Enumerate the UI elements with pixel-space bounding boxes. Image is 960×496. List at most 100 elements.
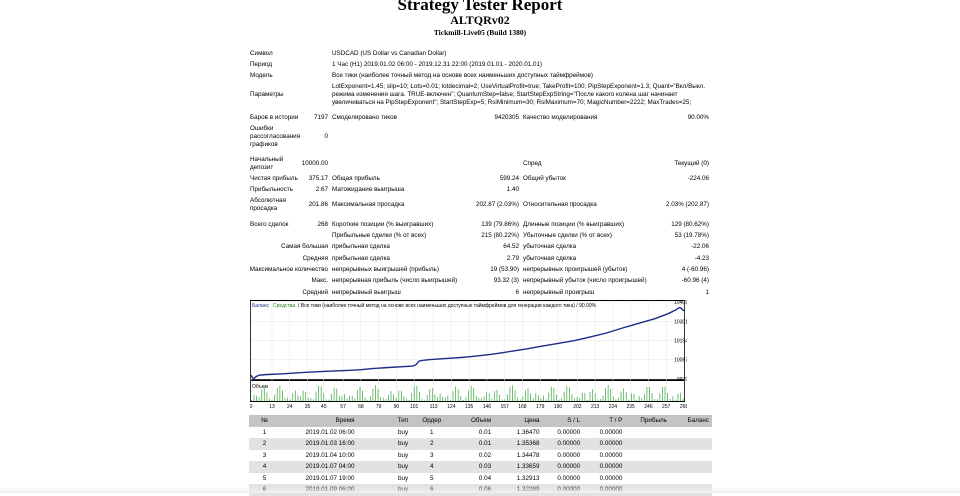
volume-bar <box>372 388 374 401</box>
volume-bar <box>641 398 643 401</box>
errors-label-3: графиков <box>250 141 278 148</box>
avg-wins-label: непрерывный выигрыш <box>332 289 401 296</box>
volume-bar <box>643 393 645 401</box>
volume-bar <box>313 399 314 401</box>
table-cell: 0.00000 <box>557 474 581 482</box>
volume-bar <box>307 397 309 401</box>
volume-bar <box>460 395 462 401</box>
table-cell <box>625 461 670 473</box>
column-header: S / L <box>542 415 584 427</box>
volume-bar <box>628 399 630 401</box>
x-tick-label: 190 <box>554 404 563 410</box>
volume-bar <box>545 399 547 401</box>
balance-plot-area <box>250 300 685 380</box>
x-tick-label: 45 <box>321 404 327 410</box>
volume-bar <box>618 398 619 401</box>
volume-bar <box>279 385 281 401</box>
params-label: Параметры <box>250 91 284 98</box>
volume-bar <box>408 399 410 401</box>
volume-bar <box>424 399 425 401</box>
table-cell: 0.00000 <box>583 438 626 450</box>
errors-label-2: рассогласования <box>250 133 301 140</box>
table-cell: 0.01 <box>452 438 495 450</box>
symbol-label: Символ <box>250 50 273 57</box>
x-tick-label: 101 <box>410 404 419 410</box>
volume-bar <box>419 391 420 401</box>
max-label: Макс. <box>311 277 328 284</box>
volume-bar <box>636 399 637 401</box>
volume-bar <box>478 397 480 401</box>
rel-dd-label: Относительная просадка <box>523 201 597 208</box>
volume-bar <box>486 391 488 401</box>
table-cell: 3 <box>262 451 267 459</box>
volume-bar <box>594 393 596 401</box>
abs-dd-label-2: просадка <box>250 205 278 212</box>
loss-trades-label: Убыточные сделки (% от всех) <box>523 232 612 239</box>
volume-bar <box>589 392 591 401</box>
x-tick-label: 90 <box>394 404 400 410</box>
volume-bar <box>602 395 604 401</box>
table-cell: 2 <box>249 438 280 450</box>
volume-bar <box>623 388 625 401</box>
y-tick-label: 9979 <box>677 377 687 383</box>
volume-plot-area <box>250 380 685 402</box>
volume-bar <box>385 399 387 401</box>
volume-bar <box>610 389 612 401</box>
x-tick-label: 224 <box>609 404 618 410</box>
rel-dd-value: 2.03% (202.87) <box>665 201 709 208</box>
volume-bar <box>599 398 601 401</box>
volume-bar <box>512 385 513 401</box>
gross-loss-value: -224.06 <box>687 175 709 182</box>
x-tick-label: 13 <box>269 404 275 410</box>
max-count-label: Максимальное количество <box>249 266 328 273</box>
profit-trades-label: Прибыльные сделки (% от всех) <box>332 232 427 239</box>
volume-bar <box>568 387 570 401</box>
table-cell <box>670 427 712 439</box>
x-tick-label: 235 <box>627 404 636 410</box>
loss-trades-value: 53 (19.78%) <box>674 232 709 239</box>
volume-bar <box>514 390 516 401</box>
volume-bar <box>473 388 475 401</box>
volume-bar <box>496 389 498 401</box>
x-tick-label: 135 <box>465 404 474 410</box>
table-cell: buy <box>397 428 409 436</box>
period-value: 1 Час (H1) 2019.01.02 06:00 - 2019.12.31… <box>332 61 543 68</box>
volume-bar <box>540 398 542 401</box>
x-tick-label: 35 <box>305 404 311 410</box>
volume-bar <box>442 396 444 401</box>
column-header: Цена <box>494 415 543 427</box>
max-dd-value: 202.87 (2.03%) <box>475 201 519 208</box>
volume-bar <box>561 398 563 401</box>
volume-bar <box>468 390 469 401</box>
volume-bar <box>571 394 573 401</box>
cons-profit-value: 93.32 (3) <box>493 277 519 284</box>
volume-bar <box>315 391 317 401</box>
balance-series-line <box>250 306 685 380</box>
volume-bar <box>680 392 681 401</box>
volume-bar <box>597 399 599 401</box>
long-value: 129 (80.62%) <box>671 221 709 228</box>
volume-bar <box>369 396 371 401</box>
volume-bar <box>504 399 506 401</box>
volume-bar <box>501 399 503 401</box>
avg-label: Средний <box>302 289 328 296</box>
volume-bar <box>258 397 260 401</box>
volume-bar <box>452 391 454 401</box>
table-cell: 0.00000 <box>542 461 584 473</box>
volume-bar <box>294 390 296 401</box>
x-tick-label: 246 <box>644 404 653 410</box>
column-header: Время <box>279 415 358 427</box>
table-cell: 0.04 <box>478 474 492 482</box>
balance-chart: Баланс Средства / Все тики (наиболее точ… <box>250 300 687 410</box>
volume-bar <box>455 386 457 401</box>
bars-label: Баров в истории <box>250 114 299 121</box>
table-cell <box>670 450 712 462</box>
bars-value: 7197 <box>313 114 328 121</box>
volume-bar <box>587 399 588 401</box>
legend-equity: Средства <box>273 303 295 309</box>
table-cell: buy <box>357 438 412 450</box>
volume-bar <box>256 395 257 401</box>
volume-bar <box>269 398 270 401</box>
volume-bar <box>532 398 534 401</box>
volume-bar <box>429 389 431 401</box>
